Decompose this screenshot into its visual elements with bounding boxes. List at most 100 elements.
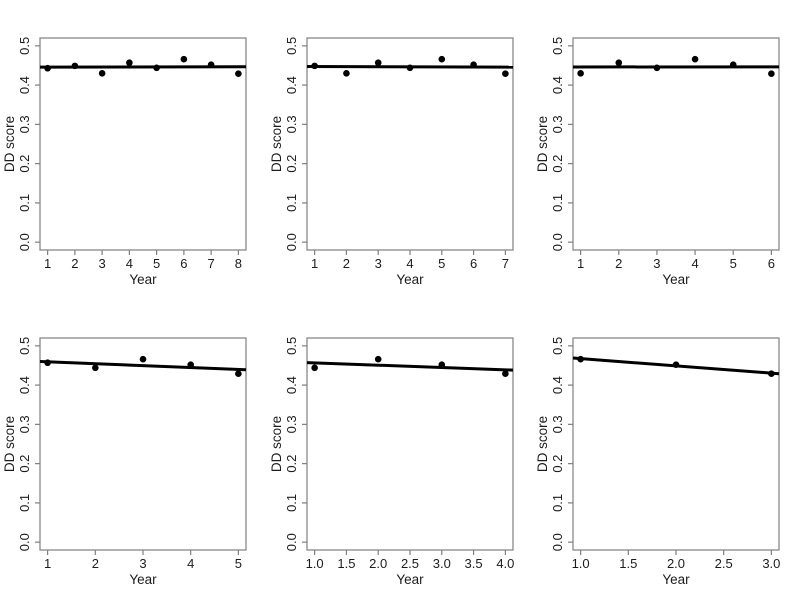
- data-point: [153, 64, 160, 72]
- data-point: [235, 370, 242, 378]
- x-tick-label: 3: [375, 256, 382, 271]
- subplot-4: 1 2 3 4 5 0.0 0.1 0.2 0.3 0.4 0.5 Year DD score: [0, 300, 267, 600]
- subplot-2: 1 2 3 4 5 6 7 0.0 0.1 0.2 0.3 0.4 0.5 Year DD score: [267, 0, 534, 300]
- x-tick-label: 2.5: [401, 556, 419, 571]
- y-axis-title: DD score: [269, 116, 284, 172]
- data-point: [343, 70, 350, 77]
- x-tick-label: 1.5: [619, 556, 637, 571]
- x-tick-label: 4: [126, 256, 133, 271]
- trend-line: [39, 360, 247, 372]
- x-axis-title: Year: [129, 272, 157, 287]
- x-axis-title: Year: [396, 572, 424, 587]
- x-tick-label: 1: [311, 256, 318, 271]
- y-tick-label: 0.3: [17, 115, 32, 133]
- data-point: [374, 355, 382, 363]
- data-point: [311, 62, 318, 70]
- y-tick-label: 0.4: [284, 76, 299, 94]
- plot-box: [572, 337, 780, 551]
- data-point: [44, 359, 51, 367]
- x-tick-label: 3.0: [762, 556, 780, 571]
- data-point: [235, 70, 242, 78]
- x-axis-title: Year: [396, 272, 424, 287]
- data-point: [691, 55, 699, 63]
- data-point: [653, 64, 661, 72]
- y-tick-label: 0.2: [17, 455, 32, 473]
- x-tick-label: 6: [180, 256, 187, 271]
- subplot-6: 1.0 1.5 2.0 2.5 3.0 0.0 0.1 0.2 0.3 0.4 0.5 Year DD …: [533, 300, 800, 600]
- y-tick-label: 0.1: [550, 194, 565, 212]
- subplot-4-svg: 1 2 3 4 5 0.0 0.1 0.2 0.3 0.4 0.5 Year DD score: [2, 337, 247, 587]
- x-tick-label: 2.5: [715, 556, 733, 571]
- x-tick-label: 8: [235, 256, 242, 271]
- x-tick-label: 4: [691, 256, 698, 271]
- x-tick-label: 3.5: [465, 556, 483, 571]
- trend-line: [306, 361, 514, 372]
- y-tick-label: 0.0: [17, 233, 32, 251]
- x-tick-label: 5: [438, 256, 445, 271]
- data-point: [311, 364, 318, 372]
- subplot-3: 1 2 3 4 5 6 0.0 0.1 0.2 0.3 0.4 0.5 Year DD score: [533, 0, 800, 300]
- y-tick-label: 0.1: [17, 194, 32, 212]
- data-point: [180, 55, 188, 63]
- data-point: [92, 364, 99, 372]
- y-tick-label: 0.2: [284, 155, 299, 173]
- subplot-5: 1.0 1.5 2.0 2.5 3.0 3.5 4.0 0.0 0.1 0.2 0.3 0.4 0.5 Y…: [267, 300, 534, 600]
- x-tick-label: 1.0: [572, 556, 590, 571]
- y-tick-label: 0.4: [550, 376, 565, 394]
- x-tick-label: 5: [730, 256, 737, 271]
- y-tick-label: 0.0: [284, 233, 299, 251]
- y-tick-label: 0.0: [284, 533, 299, 551]
- data-point: [502, 70, 509, 78]
- y-tick-label: 0.5: [550, 37, 565, 55]
- y-axis-title: DD score: [535, 416, 550, 472]
- y-tick-label: 0.1: [17, 494, 32, 512]
- x-tick-label: 7: [502, 256, 509, 271]
- x-tick-label: 3.0: [433, 556, 451, 571]
- data-point: [577, 355, 584, 363]
- subplot-2-svg: 1 2 3 4 5 6 7 0.0 0.1 0.2 0.3 0.4 0.5 Year DD score: [269, 37, 514, 287]
- y-tick-label: 0.5: [284, 337, 299, 355]
- data-point: [207, 61, 215, 68]
- y-tick-label: 0.0: [17, 533, 32, 551]
- subplot-1-svg: 1 2 3 4 5 6 7 8 0.0 0.1 0.2 0.3 0.4 0.5 Year DD score: [2, 37, 247, 287]
- y-tick-label: 0.5: [17, 37, 32, 55]
- y-tick-label: 0.3: [284, 415, 299, 433]
- data-point: [98, 70, 106, 77]
- x-tick-label: 1: [44, 256, 51, 271]
- data-point: [71, 62, 79, 70]
- data-point: [438, 361, 446, 368]
- y-axis-title: DD score: [2, 416, 17, 472]
- data-point: [729, 61, 737, 68]
- y-tick-label: 0.0: [550, 533, 565, 551]
- x-axis-title: Year: [662, 572, 690, 587]
- x-tick-label: 5: [153, 256, 160, 271]
- y-tick-label: 0.1: [550, 494, 565, 512]
- data-point: [615, 59, 623, 67]
- y-tick-label: 0.3: [550, 115, 565, 133]
- y-tick-label: 0.1: [284, 494, 299, 512]
- y-tick-label: 0.0: [550, 233, 565, 251]
- x-tick-label: 6: [768, 256, 775, 271]
- subplot-1: 1 2 3 4 5 6 7 8 0.0 0.1 0.2 0.3 0.4 0.5 Year DD score: [0, 0, 267, 300]
- x-tick-label: 2: [343, 256, 350, 271]
- x-tick-label: 3: [653, 256, 660, 271]
- plot-box: [39, 37, 247, 251]
- y-tick-label: 0.2: [550, 455, 565, 473]
- x-tick-label: 4: [406, 256, 413, 271]
- y-tick-label: 0.4: [550, 76, 565, 94]
- y-tick-label: 0.5: [17, 337, 32, 355]
- y-axis-title: DD score: [535, 116, 550, 172]
- x-tick-label: 7: [208, 256, 215, 271]
- y-tick-label: 0.3: [17, 415, 32, 433]
- data-point: [438, 55, 446, 63]
- x-tick-label: 2.0: [369, 556, 387, 571]
- y-tick-label: 0.5: [284, 37, 299, 55]
- y-tick-label: 0.4: [17, 376, 32, 394]
- data-point: [672, 361, 680, 368]
- x-tick-label: 2: [92, 556, 99, 571]
- plot-box: [572, 37, 780, 251]
- y-axis-title: DD score: [269, 416, 284, 472]
- data-point: [187, 361, 194, 368]
- y-tick-label: 0.2: [550, 155, 565, 173]
